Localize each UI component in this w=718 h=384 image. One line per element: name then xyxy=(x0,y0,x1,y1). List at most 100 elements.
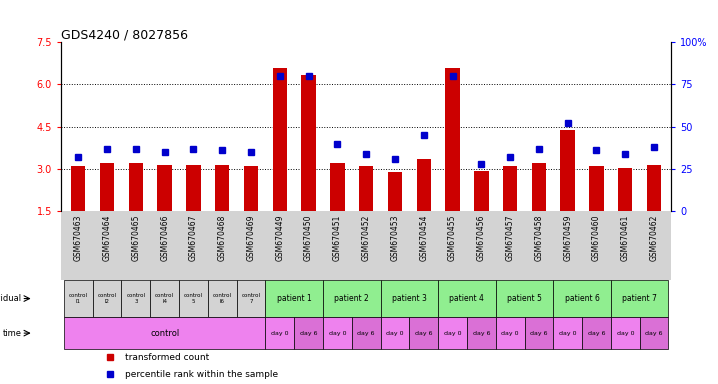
Bar xyxy=(323,280,381,317)
Bar xyxy=(445,68,460,211)
Text: individual: individual xyxy=(0,294,22,303)
Text: control
l6: control l6 xyxy=(213,293,232,304)
Bar xyxy=(640,317,668,349)
Text: day 0: day 0 xyxy=(444,331,461,336)
Bar xyxy=(71,166,85,211)
Text: percentile rank within the sample: percentile rank within the sample xyxy=(125,369,279,379)
Text: patient 1: patient 1 xyxy=(277,294,312,303)
Bar xyxy=(208,280,237,317)
Bar xyxy=(179,280,208,317)
Bar xyxy=(381,280,438,317)
Bar xyxy=(618,167,633,211)
Text: patient 2: patient 2 xyxy=(335,294,369,303)
Bar xyxy=(352,317,381,349)
Text: day 6: day 6 xyxy=(358,331,375,336)
Bar xyxy=(64,280,93,317)
Text: patient 6: patient 6 xyxy=(564,294,600,303)
Text: patient 3: patient 3 xyxy=(392,294,426,303)
Text: control
l1: control l1 xyxy=(69,293,88,304)
Text: GSM670452: GSM670452 xyxy=(362,215,370,261)
Text: day 6: day 6 xyxy=(415,331,432,336)
Bar xyxy=(215,165,230,211)
Bar xyxy=(525,317,554,349)
Bar xyxy=(554,280,611,317)
Text: transformed count: transformed count xyxy=(125,353,210,362)
Text: GDS4240 / 8027856: GDS4240 / 8027856 xyxy=(61,28,188,41)
Bar xyxy=(467,317,495,349)
Bar xyxy=(647,165,661,211)
Text: day 0: day 0 xyxy=(329,331,346,336)
Bar xyxy=(237,280,266,317)
Text: day 0: day 0 xyxy=(559,331,577,336)
Bar xyxy=(266,317,294,349)
Text: GSM670467: GSM670467 xyxy=(189,215,198,261)
Bar xyxy=(503,166,517,211)
Bar xyxy=(359,166,373,211)
Text: GSM670456: GSM670456 xyxy=(477,215,486,261)
Bar xyxy=(438,317,467,349)
Text: control
7: control 7 xyxy=(241,293,261,304)
Bar xyxy=(273,68,287,211)
Bar xyxy=(93,280,121,317)
Bar xyxy=(611,317,640,349)
Text: day 0: day 0 xyxy=(386,331,404,336)
Text: patient 7: patient 7 xyxy=(623,294,657,303)
Text: GSM670458: GSM670458 xyxy=(534,215,544,261)
Bar xyxy=(121,280,150,317)
Bar xyxy=(266,280,323,317)
Text: GSM670463: GSM670463 xyxy=(74,215,83,261)
Bar xyxy=(611,280,668,317)
Text: GSM670454: GSM670454 xyxy=(419,215,428,261)
Text: GSM670453: GSM670453 xyxy=(391,215,399,261)
Text: control
l2: control l2 xyxy=(98,293,116,304)
Bar xyxy=(582,317,611,349)
Text: GSM670469: GSM670469 xyxy=(246,215,256,261)
Text: control
3: control 3 xyxy=(126,293,145,304)
Text: day 6: day 6 xyxy=(588,331,605,336)
Text: GSM670465: GSM670465 xyxy=(131,215,141,261)
Bar xyxy=(474,171,488,211)
Text: GSM670459: GSM670459 xyxy=(563,215,572,261)
Text: GSM670461: GSM670461 xyxy=(621,215,630,261)
Text: day 0: day 0 xyxy=(501,331,519,336)
Bar xyxy=(416,159,431,211)
Bar xyxy=(129,163,143,211)
Bar xyxy=(388,172,402,211)
Bar xyxy=(64,317,266,349)
Bar xyxy=(561,129,575,211)
Text: day 6: day 6 xyxy=(645,331,663,336)
Text: GSM670450: GSM670450 xyxy=(304,215,313,261)
Text: day 6: day 6 xyxy=(530,331,548,336)
Bar xyxy=(438,280,495,317)
Bar xyxy=(157,165,172,211)
Text: GSM670449: GSM670449 xyxy=(275,215,284,261)
Text: control
5: control 5 xyxy=(184,293,203,304)
Text: control
l4: control l4 xyxy=(155,293,174,304)
Bar xyxy=(409,317,438,349)
Bar xyxy=(554,317,582,349)
Bar xyxy=(495,280,554,317)
Text: time: time xyxy=(2,329,22,338)
Bar xyxy=(302,74,316,211)
Text: patient 5: patient 5 xyxy=(507,294,542,303)
Text: GSM670455: GSM670455 xyxy=(448,215,457,261)
Text: day 0: day 0 xyxy=(271,331,289,336)
Text: GSM670457: GSM670457 xyxy=(505,215,515,261)
Text: GSM670468: GSM670468 xyxy=(218,215,227,261)
Bar xyxy=(589,166,604,211)
Text: GSM670464: GSM670464 xyxy=(103,215,111,261)
Bar xyxy=(330,163,345,211)
Bar xyxy=(294,317,323,349)
Bar xyxy=(244,166,258,211)
Bar xyxy=(100,163,114,211)
Text: day 6: day 6 xyxy=(300,331,317,336)
Text: day 6: day 6 xyxy=(472,331,490,336)
Bar xyxy=(495,317,525,349)
Text: control: control xyxy=(150,329,180,338)
Bar xyxy=(381,317,409,349)
Text: GSM670462: GSM670462 xyxy=(650,215,658,261)
Text: patient 4: patient 4 xyxy=(449,294,485,303)
Text: GSM670460: GSM670460 xyxy=(592,215,601,261)
Bar xyxy=(186,165,200,211)
Bar xyxy=(323,317,352,349)
